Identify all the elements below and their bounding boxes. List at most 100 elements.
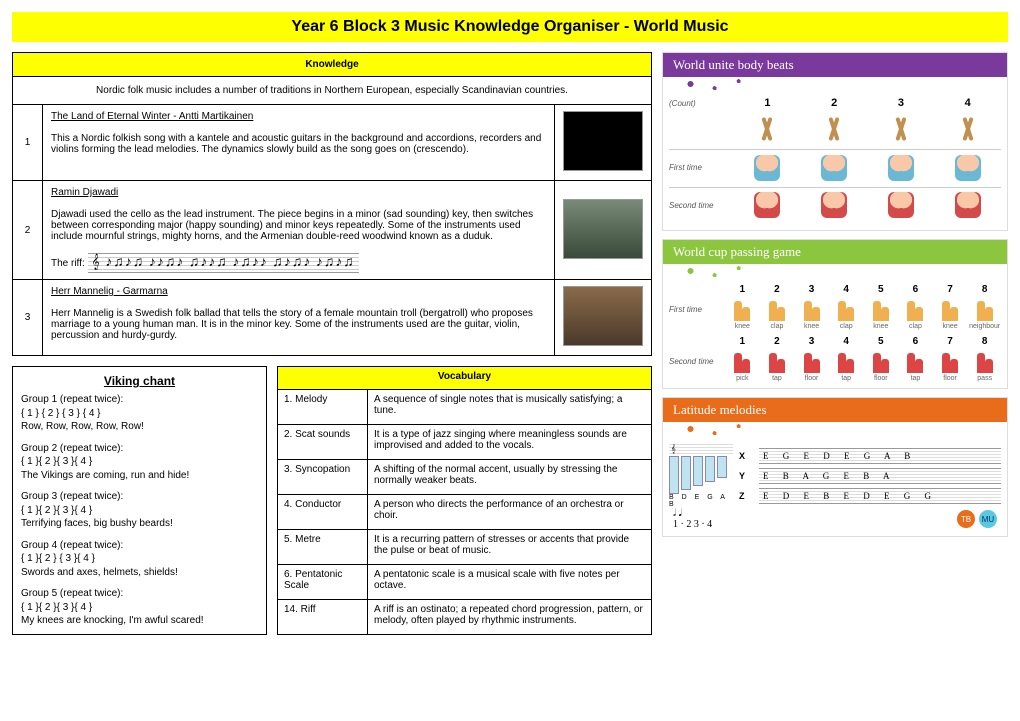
- melody-notes: E G E D E G A B: [759, 448, 1001, 464]
- chant-group-header: Group 1 (repeat twice):: [21, 394, 123, 405]
- passing-grid: 12345678 First time kneeclapkneeclapknee…: [669, 284, 1001, 330]
- grid-cap: tap: [899, 375, 932, 382]
- song-title: Herr Mannelig - Garmarna: [51, 286, 168, 297]
- chant-lyric: Terrifying faces, big bushy beards!: [21, 518, 173, 529]
- chant-pattern: { 1 }{ 2 }{ 3 }{ 4 }: [21, 505, 92, 516]
- knowledge-header: Knowledge: [13, 53, 652, 77]
- panel-title: Latitude melodies: [663, 398, 1007, 422]
- count-label: (Count): [669, 99, 724, 108]
- vocab-def: A pentatonic scale is a musical scale wi…: [368, 564, 652, 599]
- logo-badge: TB: [957, 510, 975, 528]
- hands-icon: [821, 192, 847, 218]
- grid-num: 8: [968, 284, 1001, 295]
- chant-lyric: Row, Row, Row, Row, Row!: [21, 421, 144, 432]
- vocab-term: 3. Syncopation: [278, 459, 368, 494]
- grid-cap: floor: [795, 375, 828, 382]
- passing-grid-2: 12345678 Second time picktapfloortapfloo…: [669, 336, 1001, 382]
- row-image: [555, 105, 652, 181]
- vocab-term: 2. Scat sounds: [278, 424, 368, 459]
- knowledge-row: 1 The Land of Eternal Winter - Antti Mar…: [13, 105, 652, 181]
- grid-num: 3: [795, 284, 828, 295]
- vocab-def: A person who directs the performance of …: [368, 494, 652, 529]
- chant-group-header: Group 3 (repeat twice):: [21, 491, 123, 502]
- melody-tag: Y: [739, 471, 753, 481]
- panel-title: World cup passing game: [663, 240, 1007, 264]
- vocab-header: Vocabulary: [278, 367, 652, 390]
- grid-num: 6: [899, 336, 932, 347]
- row-label: Second time: [669, 357, 724, 366]
- grid-num: 4: [830, 336, 863, 347]
- latitude-panel: Latitude melodies 𝄞 B D E G A B XE G E D…: [662, 397, 1008, 537]
- row-label: First time: [669, 305, 724, 314]
- melody-tag: Z: [739, 491, 753, 501]
- vocab-def: A riff is an ostinato; a repeated chord …: [368, 599, 652, 634]
- sticks-icon: [890, 115, 912, 143]
- vocab-def: A sequence of single notes that is music…: [368, 389, 652, 424]
- duration-label: 1 · 2 3 · 4: [673, 519, 712, 530]
- panel-title: World unite body beats: [663, 53, 1007, 77]
- lower-row: Viking chant Group 1 (repeat twice):{ 1 …: [12, 366, 652, 635]
- grid-num: 6: [899, 284, 932, 295]
- grid-num: 5: [865, 336, 898, 347]
- row-num: 2: [13, 181, 43, 280]
- melody-notes: E D E B E D E G G: [759, 488, 1001, 504]
- knowledge-row: 3 Herr Mannelig - Garmarna Herr Mannelig…: [13, 280, 652, 356]
- count-num: 4: [965, 97, 971, 109]
- knowledge-row: 2 Ramin Djawadi Djawadi used the cello a…: [13, 181, 652, 280]
- row-body: Ramin Djawadi Djawadi used the cello as …: [43, 181, 555, 280]
- grid-cap: clap: [899, 323, 932, 330]
- chant-lyric: My knees are knocking, I'm awful scared!: [21, 615, 204, 626]
- row-label: First time: [669, 163, 724, 172]
- chant-lyric: Swords and axes, helmets, shields!: [21, 567, 178, 578]
- grid-cap: tap: [830, 375, 863, 382]
- grid-cap: floor: [934, 375, 967, 382]
- panel-logo: TB MU: [957, 510, 997, 528]
- hands-icon: [888, 192, 914, 218]
- sticks-icon: [823, 115, 845, 143]
- right-column: World unite body beats (Count) 1 2 3 4: [662, 52, 1008, 635]
- row-num: 3: [13, 280, 43, 356]
- grid-cap: tap: [761, 375, 794, 382]
- vocab-term: 4. Conductor: [278, 494, 368, 529]
- hands-icon: [888, 155, 914, 181]
- vocab-def: It is a type of jazz singing where meani…: [368, 424, 652, 459]
- chant-lyric: The Vikings are coming, run and hide!: [21, 470, 189, 481]
- vocab-term: 6. Pentatonic Scale: [278, 564, 368, 599]
- main-layout: Knowledge Nordic folk music includes a n…: [12, 52, 1008, 635]
- vocab-def: A shifting of the normal accent, usually…: [368, 459, 652, 494]
- grid-num: 1: [726, 336, 759, 347]
- sticks-icon: [756, 115, 778, 143]
- count-num: 2: [831, 97, 837, 109]
- grid-num: 4: [830, 284, 863, 295]
- sticks-icon: [957, 115, 979, 143]
- grid-cap: knee: [726, 323, 759, 330]
- count-num: 3: [898, 97, 904, 109]
- song-desc: Herr Mannelig is a Swedish folk ballad t…: [51, 308, 533, 341]
- body-beats-panel: World unite body beats (Count) 1 2 3 4: [662, 52, 1008, 231]
- grid-cap: knee: [865, 323, 898, 330]
- chant-pattern: { 1 }{ 2 } { 3 }{ 4 }: [21, 553, 95, 564]
- grid-cap: clap: [830, 323, 863, 330]
- song-title: The Land of Eternal Winter - Antti Marti…: [51, 111, 253, 122]
- grid-num: 5: [865, 284, 898, 295]
- riff-notation: 𝄞 ♪♫♪♫ ♪♪♫♪ ♫♪♪♫ ♪♫♪♪ ♫♪♫♪ ♪♫♪♫: [88, 253, 359, 273]
- logo-badge: MU: [979, 510, 997, 528]
- grid-cap: clap: [761, 323, 794, 330]
- knowledge-intro: Nordic folk music includes a number of t…: [13, 77, 652, 105]
- viking-chant: Viking chant Group 1 (repeat twice):{ 1 …: [12, 366, 267, 635]
- count-num: 1: [764, 97, 770, 109]
- row-image: [555, 280, 652, 356]
- grid-num: 3: [795, 336, 828, 347]
- grid-cap: pick: [726, 375, 759, 382]
- song-title: Ramin Djawadi: [51, 187, 118, 198]
- chime-bars-icon: [669, 456, 727, 494]
- hands-icon: [754, 155, 780, 181]
- row-body: The Land of Eternal Winter - Antti Marti…: [43, 105, 555, 181]
- passing-game-panel: World cup passing game 12345678 First ti…: [662, 239, 1008, 389]
- duration-notes: 𝅗𝅥 𝅘𝅥1 · 2 3 · 4: [673, 508, 712, 530]
- grid-cap: knee: [934, 323, 967, 330]
- chant-group-header: Group 2 (repeat twice):: [21, 443, 123, 454]
- chant-pattern: { 1 } { 2 } { 3 } { 4 }: [21, 408, 101, 419]
- vocab-term: 1. Melody: [278, 389, 368, 424]
- grid-num: 1: [726, 284, 759, 295]
